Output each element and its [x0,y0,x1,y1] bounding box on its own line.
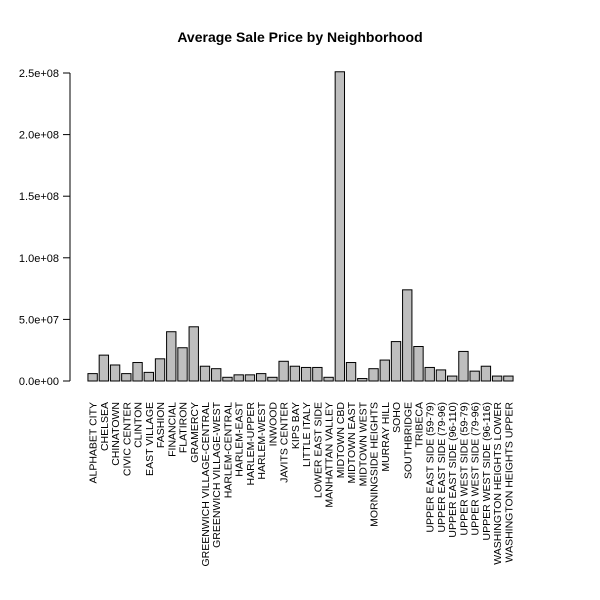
x-category-label: FINANCIAL [166,402,178,457]
bar [278,360,289,382]
y-tick-label: 0.0e+00 [19,376,59,388]
x-category-label: HARLEM-WEST [256,401,268,479]
bar [447,375,458,382]
bar [413,346,424,382]
x-category-label: GRAMERCY [189,402,201,463]
x-category-label: MORNINGSIDE HEIGHTS [369,402,381,527]
x-category-label: TRIBECA [413,402,425,448]
bar [244,374,256,382]
bar [345,362,357,382]
x-category-label: LOWER EAST SIDE [312,402,324,498]
x-category-label: UPPER EAST SIDE (79-96) [436,402,448,533]
bar [199,365,211,382]
bar [154,358,166,382]
bar [469,370,480,382]
x-category-label: UPPER WEST SIDE (59-79) [458,402,470,535]
bar [424,366,435,382]
bar [435,369,447,382]
y-tick-label: 2.0e+08 [19,130,59,142]
x-category-label: KIPS BAY [290,402,302,449]
x-category-label: SOUTHBRIDGE [402,402,414,479]
bar [233,374,244,382]
x-category-label: ALPHABET CITY [88,402,100,484]
x-category-label: CIVIC CENTER [121,402,133,477]
bar [491,375,503,382]
bar [267,376,278,382]
x-category-label: CLINTON [133,402,145,448]
y-tick-label: 5.0e+07 [19,314,59,326]
x-category-label: UPPER EAST SIDE (59-79) [425,402,437,533]
bars-group [87,71,514,382]
bar [132,362,143,382]
x-category-label: HARLEM-CENTRAL [222,402,234,498]
bar [177,347,188,382]
x-category-label: MIDTOWN EAST [346,401,358,483]
x-axis-labels: ALPHABET CITY CHELSEA CHINATOWN CIVIC CENTE… [88,401,516,566]
y-tick-label: 2.5e+08 [19,68,59,80]
x-category-label: UPPER EAST SIDE (96-110) [447,402,459,538]
bar [368,368,379,382]
x-category-label: GREENWICH VILLAGE-CENTRAL [200,402,212,567]
bar [300,366,312,382]
bar [109,364,121,382]
bar [289,365,301,382]
x-category-label: MANHATTAN VALLEY [324,402,336,508]
x-category-label: CHINATOWN [110,402,122,466]
x-category-label: MIDTOWN CBD [335,402,347,479]
bar [211,368,222,382]
x-category-label: UPPER WEST SIDE (79-96) [470,402,482,535]
x-category-label: FLATIRON [178,402,190,453]
y-tick-label: 1.5e+08 [19,191,59,203]
bar [503,375,514,382]
x-category-label: UPPER WEST SIDE (96-116) [481,402,493,540]
x-category-label: HARLEM-EAST [234,401,246,476]
bar [87,373,98,382]
bar [390,341,402,382]
bar [222,376,233,382]
bar [312,366,323,382]
bar [143,371,154,382]
x-category-label: FASHION [155,402,167,448]
x-category-label: HARLEM-UPPER [245,402,257,486]
x-category-label: GREENWICH VILLAGE-WEST [211,401,223,547]
bar [402,289,413,382]
bar [334,71,346,382]
x-category-label: MIDTOWN WEST [357,401,369,486]
bar [166,331,177,382]
x-category-label: CHELSEA [99,402,111,451]
bar [379,359,390,382]
y-tick-label: 1.0e+08 [19,253,59,265]
x-category-label: SOHO [391,402,403,433]
x-category-label: EAST VILLAGE [144,402,156,476]
bar [98,354,110,382]
bar [255,373,267,382]
bar [121,373,132,382]
x-category-label: INWOOD [267,402,279,447]
bar [480,365,492,382]
x-category-label: WASHINGTON HEIGHTS UPPER [503,402,515,563]
chart-title: Average Sale Price by Neighborhood [177,29,422,45]
x-category-label: WASHINGTON HEIGHTS LOWER [492,402,504,565]
bar [357,378,368,382]
x-category-label: MURRAY HILL [380,402,392,472]
x-category-label: JAVITS CENTER [279,402,291,483]
bar [323,376,334,382]
bar [458,350,469,382]
x-category-label: LITTLE ITALY [301,402,313,467]
bar [188,326,199,382]
y-axis: 0.0e+00 5.0e+07 1.0e+08 1.5e+08 2.0e+08 2.5e+… [19,68,71,388]
